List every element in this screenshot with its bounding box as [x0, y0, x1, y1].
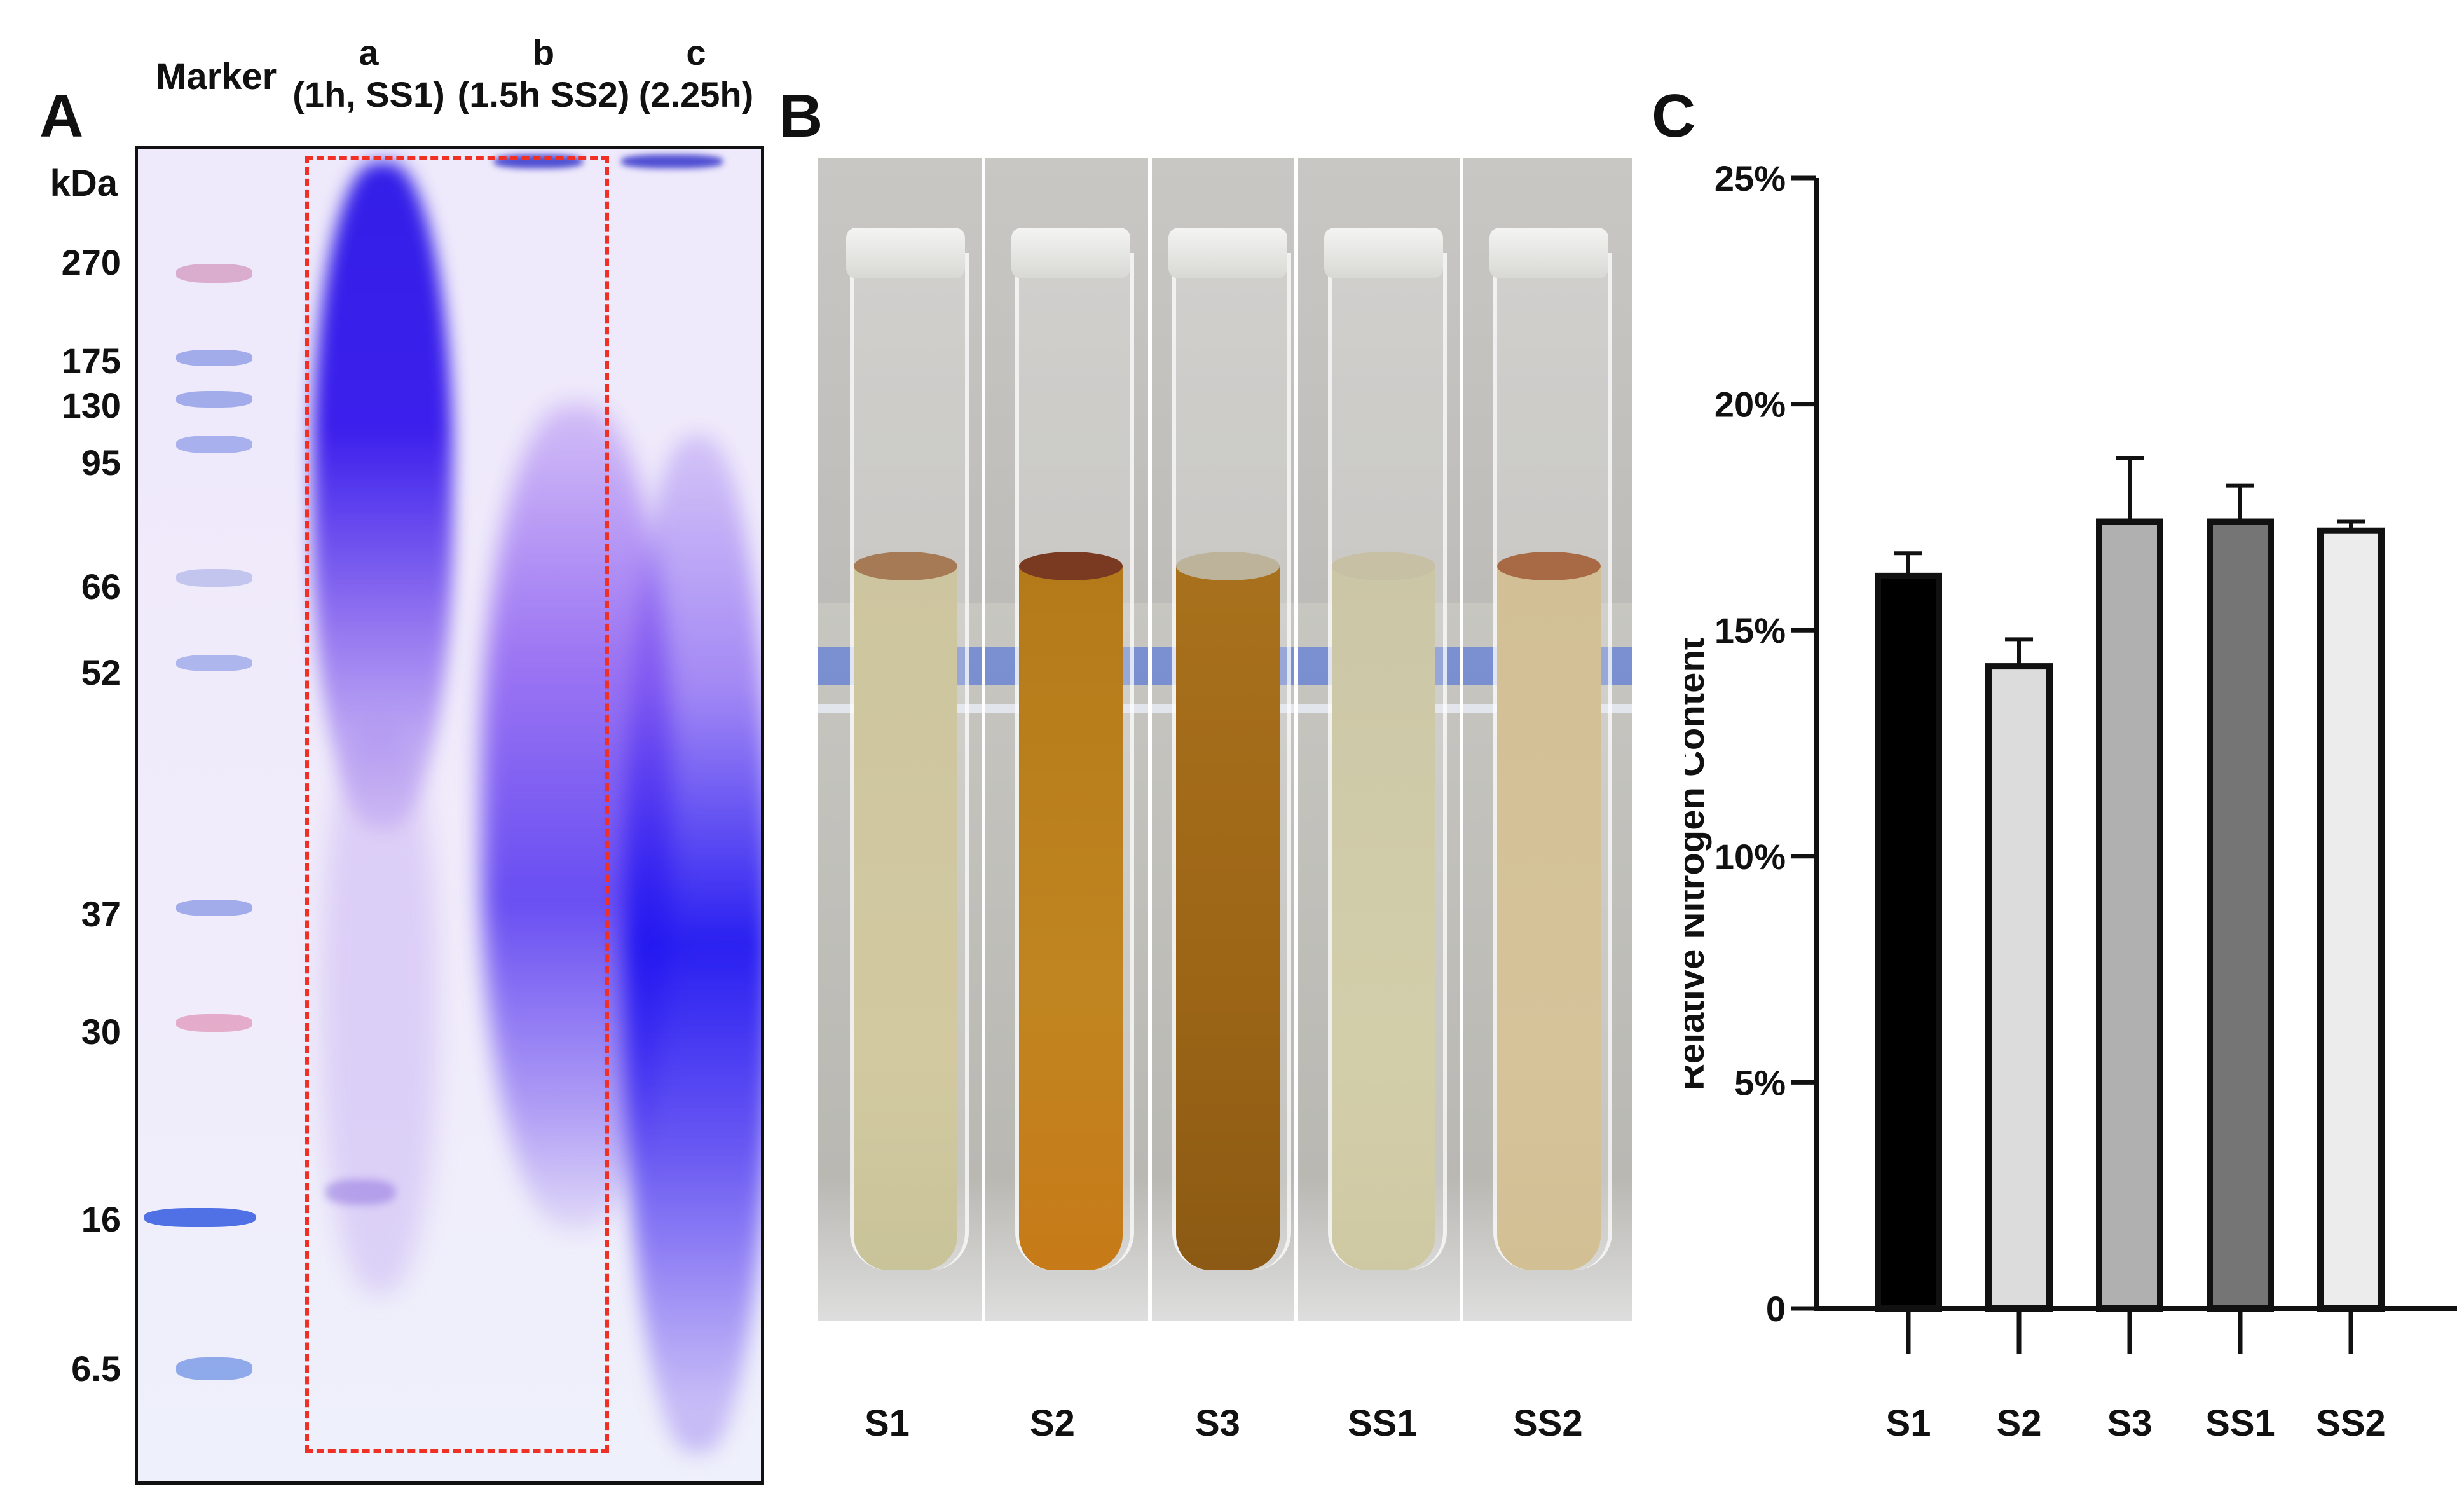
ladder-band-175: [176, 350, 252, 366]
highlight-box: [305, 156, 609, 1453]
mw-52: 52: [81, 652, 121, 692]
photo-divider: [1294, 158, 1298, 1321]
y-axis-title: Relative Nitrogen Content: [1685, 638, 1712, 1090]
bar-s1: [1875, 572, 1942, 1312]
mw-30: 30: [81, 1012, 121, 1052]
mw-175: 175: [61, 341, 121, 381]
panel-a-letter: A: [39, 82, 84, 150]
lane-a-lower-smear: [322, 722, 437, 1294]
y-tick-label: 20%: [1715, 385, 1786, 425]
tube-ss1-image: [1296, 158, 1461, 1321]
ladder-band-30: [176, 1014, 252, 1032]
ladder-band-6-5: [176, 1357, 252, 1380]
lane-a-band-low: [325, 1179, 395, 1205]
x-tick-label-s2: S2: [1997, 1403, 2042, 1444]
y-tick-label: 25%: [1715, 158, 1786, 198]
y-tick-label: 15%: [1715, 610, 1786, 650]
lane-b-header: b (1.5h SS2): [451, 32, 636, 116]
bar-s2: [1985, 663, 2053, 1312]
tube-s2-image: [983, 158, 1150, 1321]
tube-s1-image: [818, 158, 983, 1321]
bar-ss2: [2317, 527, 2385, 1312]
x-tick-label-ss1: SS1: [2205, 1403, 2275, 1444]
lane-c-well: [621, 154, 723, 168]
ladder-band-37: [176, 900, 252, 916]
x-tick-label-s3: S3: [2107, 1403, 2153, 1444]
lane-c-header: c (2.25h): [623, 32, 769, 116]
bar-s3: [2096, 518, 2163, 1312]
photo-divider: [982, 158, 985, 1321]
photo-divider: [1460, 158, 1463, 1321]
y-tick-label: 5%: [1734, 1062, 1786, 1102]
tube-s3-image: [1150, 158, 1296, 1321]
gel-image: [135, 146, 764, 1485]
tube-label-s2: S2: [1030, 1403, 1075, 1444]
mw-16: 16: [81, 1199, 121, 1239]
lane-b-desc: (1.5h SS2): [457, 74, 630, 114]
ladder-band-95: [176, 436, 252, 453]
lane-a-desc: (1h, SS1): [292, 74, 445, 114]
x-tick-label-s1: S1: [1886, 1403, 1931, 1444]
lane-c-letter: c: [686, 32, 706, 72]
tube-label-s1: S1: [865, 1403, 910, 1444]
ladder-band-52: [176, 655, 252, 671]
tube-label-ss1: SS1: [1348, 1403, 1418, 1444]
mw-6-5: 6.5: [71, 1349, 121, 1389]
lane-c-desc: (2.25h): [638, 74, 754, 114]
tubes-photo: [818, 158, 1632, 1321]
y-tick-label: 0: [1766, 1289, 1786, 1329]
ladder-band-130: [176, 391, 252, 408]
lane-a-smear: [313, 162, 453, 830]
mw-37: 37: [81, 894, 121, 934]
ladder-band-66: [176, 569, 252, 587]
mw-130: 130: [61, 385, 121, 425]
mw-66: 66: [81, 566, 121, 607]
marker-lane-label: Marker: [156, 56, 277, 97]
tube-label-ss2: SS2: [1513, 1403, 1583, 1444]
mw-95: 95: [81, 443, 121, 483]
y-tick-label: 10%: [1715, 837, 1786, 877]
x-tick-label-ss2: SS2: [2316, 1403, 2386, 1444]
bar-ss1: [2207, 518, 2274, 1312]
lane-a-header: a (1h, SS1): [289, 32, 448, 116]
photo-divider: [1148, 158, 1152, 1321]
ladder-band-270: [176, 264, 252, 283]
mw-270: 270: [61, 242, 121, 282]
lane-a-letter: a: [359, 32, 379, 72]
nitrogen-bar-chart: 0 5% 10% 15% 20% 25% Relative Nitrogen Content…: [1685, 158, 2457, 1444]
ladder-band-16: [144, 1208, 256, 1227]
panel-c-letter: C: [1652, 82, 1696, 150]
panel-b-letter: B: [779, 82, 823, 150]
tube-label-s3: S3: [1195, 1403, 1240, 1444]
tube-ss2-image: [1461, 158, 1632, 1321]
lane-b-letter: b: [532, 32, 555, 72]
lane-c-smear: [624, 436, 761, 1453]
mw-unit-label: kDa: [50, 163, 118, 204]
